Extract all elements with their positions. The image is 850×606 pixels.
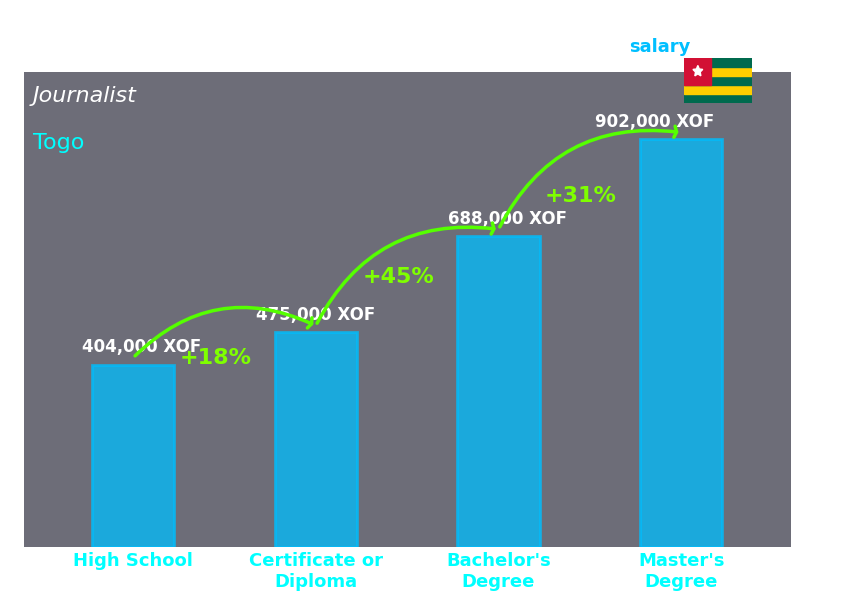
Text: Journalist: Journalist — [32, 85, 137, 105]
Bar — [457, 236, 540, 547]
Bar — [684, 85, 752, 94]
Text: +45%: +45% — [362, 267, 434, 287]
Text: Average Monthly Salary: Average Monthly Salary — [811, 220, 824, 386]
Bar — [92, 365, 174, 547]
Text: +18%: +18% — [179, 348, 252, 368]
Text: explorer.com: explorer.com — [687, 38, 818, 56]
Text: 688,000 XOF: 688,000 XOF — [448, 210, 567, 228]
Bar — [684, 94, 752, 103]
Text: +31%: +31% — [545, 186, 616, 206]
Text: Togo: Togo — [32, 133, 84, 153]
Bar — [640, 139, 722, 547]
Text: 404,000 XOF: 404,000 XOF — [82, 338, 201, 356]
Bar — [275, 333, 357, 547]
Text: Salary Comparison By Education: Salary Comparison By Education — [32, 15, 694, 48]
Bar — [684, 58, 711, 85]
Text: 475,000 XOF: 475,000 XOF — [256, 306, 376, 324]
Text: salary: salary — [629, 38, 690, 56]
Bar — [684, 67, 752, 76]
Bar — [684, 58, 752, 67]
Bar — [684, 76, 752, 85]
Text: 902,000 XOF: 902,000 XOF — [595, 113, 714, 131]
Polygon shape — [693, 65, 703, 76]
